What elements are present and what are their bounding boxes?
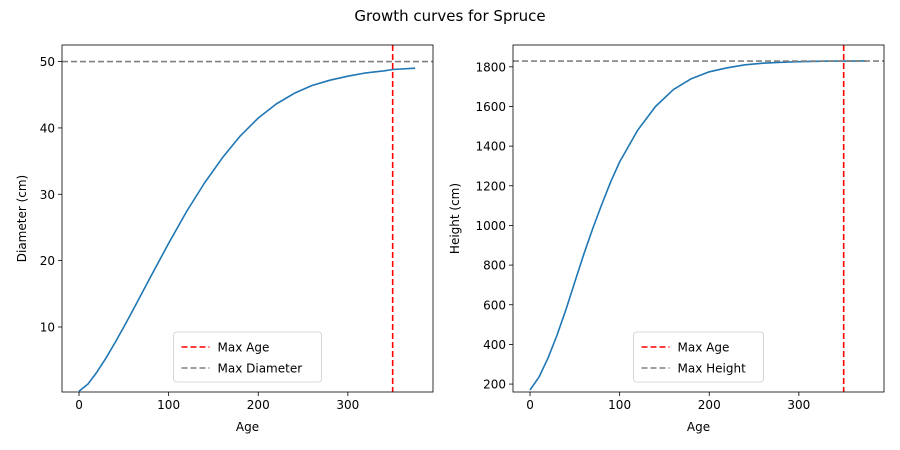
height-y-tick-label: 800 xyxy=(483,259,506,273)
diameter-growth-curve xyxy=(78,67,416,392)
height-x-tick-label: 0 xyxy=(526,398,534,412)
diameter-y-tick-label: 20 xyxy=(40,254,55,268)
height-x-tick-label: 100 xyxy=(608,398,631,412)
diameter-legend-label-max-diameter: Max Diameter xyxy=(218,362,303,376)
height-growth-curve xyxy=(529,60,867,391)
diameter-legend-box xyxy=(173,331,322,383)
height-x-tick-label: 200 xyxy=(698,398,721,412)
diameter-chart: 0 100 200 300 10 20 30 40 50 Age Diameter (cm) Max … xyxy=(15,44,434,434)
diameter-x-tick-label: 100 xyxy=(157,398,180,412)
height-y-tick-label: 400 xyxy=(483,338,506,352)
height-x-axis-label: Age xyxy=(687,420,710,434)
height-y-tick-label: 200 xyxy=(483,378,506,392)
diameter-x-tick-label: 200 xyxy=(247,398,270,412)
diameter-x-tick-label: 300 xyxy=(336,398,359,412)
diameter-plot-area xyxy=(62,45,433,392)
figure-title: Growth curves for Spruce xyxy=(354,7,545,25)
diameter-legend: Max Age Max Diameter xyxy=(173,331,322,383)
height-y-tick-label: 1200 xyxy=(475,179,506,193)
diameter-y-tick-label: 30 xyxy=(40,188,55,202)
diameter-x-tick-label: 0 xyxy=(75,398,83,412)
height-y-tick-label: 600 xyxy=(483,298,506,312)
height-x-tick-label: 300 xyxy=(787,398,810,412)
diameter-y-tick-label: 10 xyxy=(40,320,55,334)
diameter-legend-label-max-age: Max Age xyxy=(218,341,270,355)
height-legend: Max Age Max Height xyxy=(633,331,764,383)
height-y-tick-label: 1000 xyxy=(475,219,506,233)
diameter-y-tick-label: 40 xyxy=(40,121,55,135)
height-y-tick-label: 1400 xyxy=(475,140,506,154)
height-plot-area xyxy=(513,45,884,392)
height-plot-frame xyxy=(512,44,885,393)
diameter-y-tick-label: 50 xyxy=(40,55,55,69)
diameter-y-axis-label: Diameter (cm) xyxy=(15,175,29,263)
height-y-axis-label: Height (cm) xyxy=(448,183,462,254)
diameter-plot-frame xyxy=(61,44,434,393)
height-y-tick-label: 1600 xyxy=(475,100,506,114)
height-chart: 0 100 200 300 200 400 600 800 1000 1200 1400 1600 18… xyxy=(448,44,885,434)
diameter-x-axis-label: Age xyxy=(236,420,259,434)
height-y-tick-label: 1800 xyxy=(475,60,506,74)
height-legend-label-max-height: Max Height xyxy=(678,362,747,376)
height-legend-label-max-age: Max Age xyxy=(678,341,730,355)
height-legend-box xyxy=(633,331,764,383)
